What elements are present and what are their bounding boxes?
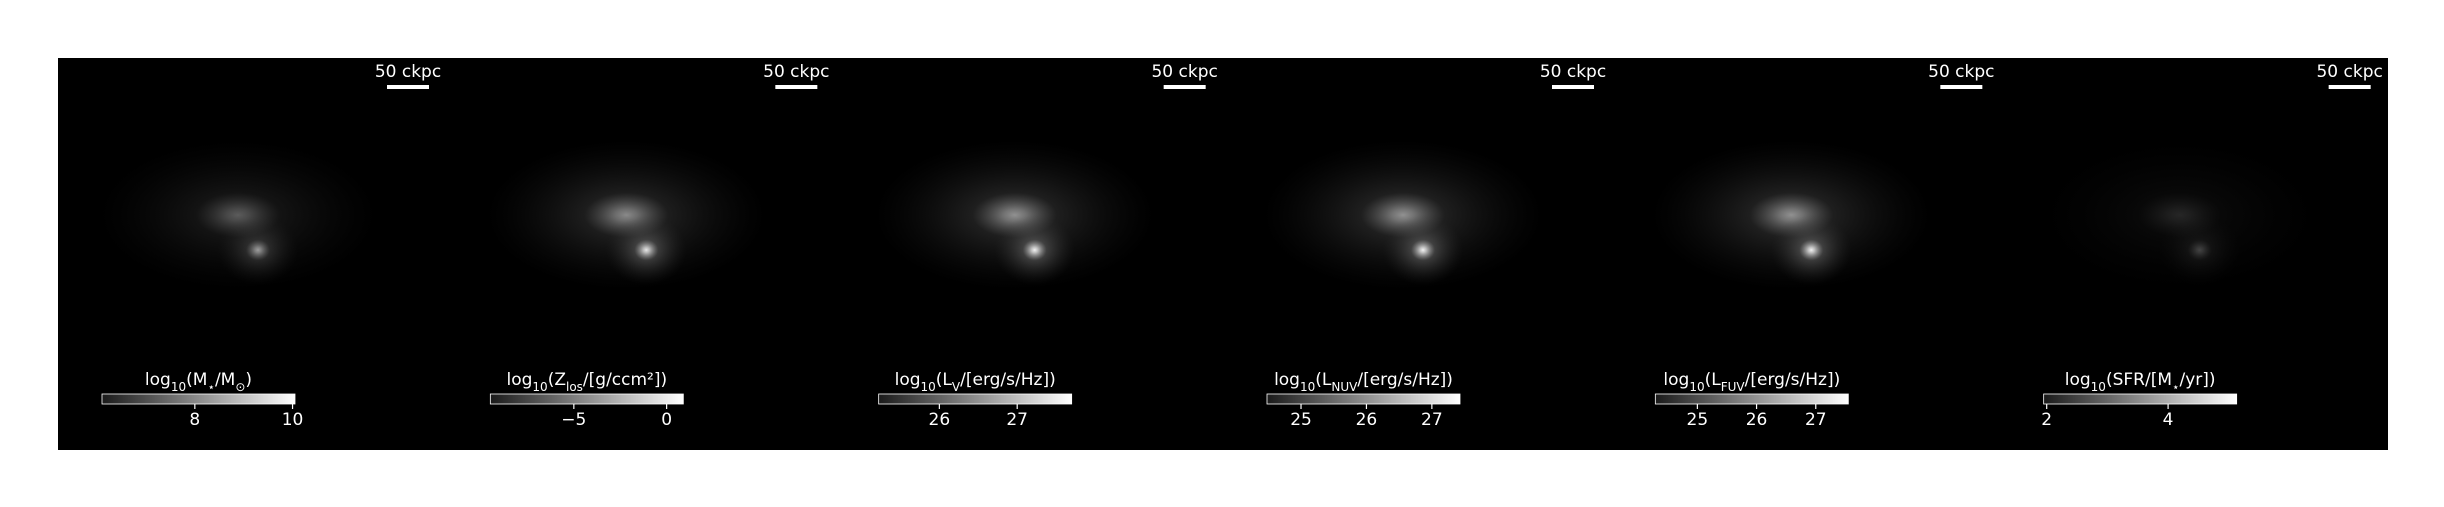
label-part: 10 [1300, 380, 1315, 394]
scale-bar [1552, 85, 1594, 89]
galaxy-glow [874, 140, 1155, 290]
label-part: (SFR/[M [2106, 370, 2172, 390]
colorbar-tick-label: 25 [1687, 410, 1709, 430]
scale-bar [387, 85, 429, 89]
label-part: (M [186, 370, 207, 390]
scale-bar-label: 50 ckpc [375, 62, 441, 82]
label-part: (L [1705, 370, 1722, 390]
colorbar-tick-label: 26 [1356, 410, 1378, 430]
label-part: log [145, 370, 171, 390]
scale-bar-label: 50 ckpc [2316, 62, 2382, 82]
label-part: 10 [171, 380, 186, 394]
label-part: 10 [1689, 380, 1704, 394]
scale-bar-label: 50 ckpc [1540, 62, 1606, 82]
colorbar-label: log10(LFUV/[erg/s/Hz]) [1663, 370, 1840, 394]
colorbar [878, 393, 1073, 405]
colorbar [1654, 393, 1849, 405]
colorbar-label: log10(M⋆/M⊙) [145, 370, 252, 394]
colorbar-tick-label: 27 [1421, 410, 1443, 430]
label-part: V [952, 380, 961, 394]
colorbar-tick-label: 2 [2041, 410, 2052, 430]
galaxy-glow [1263, 140, 1543, 290]
scale-bar [1940, 85, 1983, 89]
colorbar [101, 393, 296, 405]
label-part: /[g/ccm²]) [583, 370, 667, 390]
image-background [58, 58, 2388, 450]
label-part: (Z [548, 370, 566, 390]
label-part: log [507, 370, 533, 390]
galaxy-core [994, 215, 1075, 285]
label-part: 10 [2091, 380, 2106, 394]
label-part: FUV [1721, 380, 1746, 394]
colorbar-tick-label: −5 [561, 410, 586, 430]
label-part: log [2065, 370, 2091, 390]
galaxy-glow [486, 140, 767, 290]
colorbar-tick-label: 27 [1805, 410, 1827, 430]
galaxy-core [1383, 215, 1463, 285]
label-part: log [1663, 370, 1689, 390]
label-part: NUV [1331, 380, 1358, 394]
galaxy-core [606, 215, 687, 285]
scale-bar-label: 50 ckpc [1928, 62, 1994, 82]
colorbar-label: log10(Zlos/[g/ccm²]) [507, 370, 668, 394]
label-part: /[erg/s/Hz]) [1745, 370, 1841, 390]
label-part: log [1274, 370, 1300, 390]
label-part: 10 [921, 380, 936, 394]
scale-bar [2328, 85, 2371, 89]
colorbar-label: log10(LV/[erg/s/Hz]) [895, 370, 1056, 394]
label-part: log [895, 370, 921, 390]
label-part: (L [1315, 370, 1332, 390]
colorbar [489, 393, 684, 405]
galaxy-glow [98, 140, 378, 290]
colorbar-tick-label: 8 [189, 410, 200, 430]
label-part: los [566, 380, 583, 394]
label-part: /[erg/s/Hz]) [1357, 370, 1453, 390]
colorbar-tick-label: 0 [661, 410, 672, 430]
scale-bar-label: 50 ckpc [763, 62, 829, 82]
label-part: ⋆ [207, 380, 215, 394]
galaxy-glow [2039, 140, 2320, 290]
colorbar [2043, 393, 2238, 405]
label-part: /yr]) [2180, 370, 2216, 390]
colorbar-tick-label: 26 [1746, 410, 1768, 430]
label-part: /M [215, 370, 235, 390]
colorbar-tick-label: 4 [2163, 410, 2174, 430]
colorbar-label: log10(LNUV/[erg/s/Hz]) [1274, 370, 1453, 394]
colorbar-label: log10(SFR/[M⋆/yr]) [2065, 370, 2216, 394]
colorbar-tick-label: 10 [282, 410, 304, 430]
galaxy-core [2159, 215, 2240, 285]
colorbar-tick-label: 27 [1006, 410, 1028, 430]
label-part: ⋆ [2172, 380, 2180, 394]
label-part: (L [936, 370, 953, 390]
galaxy-core [1771, 215, 1852, 285]
label-part: ) [245, 370, 252, 390]
label-part: 10 [532, 380, 547, 394]
label-part: /[erg/s/Hz]) [960, 370, 1056, 390]
colorbar-tick-label: 26 [929, 410, 951, 430]
galaxy-glow [1651, 140, 1932, 290]
galaxy-core [218, 215, 298, 285]
scale-bar [775, 85, 818, 89]
colorbar [1266, 393, 1461, 405]
label-part: ⊙ [235, 380, 245, 394]
scale-bar [1163, 85, 1206, 89]
scale-bar-label: 50 ckpc [1151, 62, 1217, 82]
colorbar-tick-label: 25 [1290, 410, 1312, 430]
